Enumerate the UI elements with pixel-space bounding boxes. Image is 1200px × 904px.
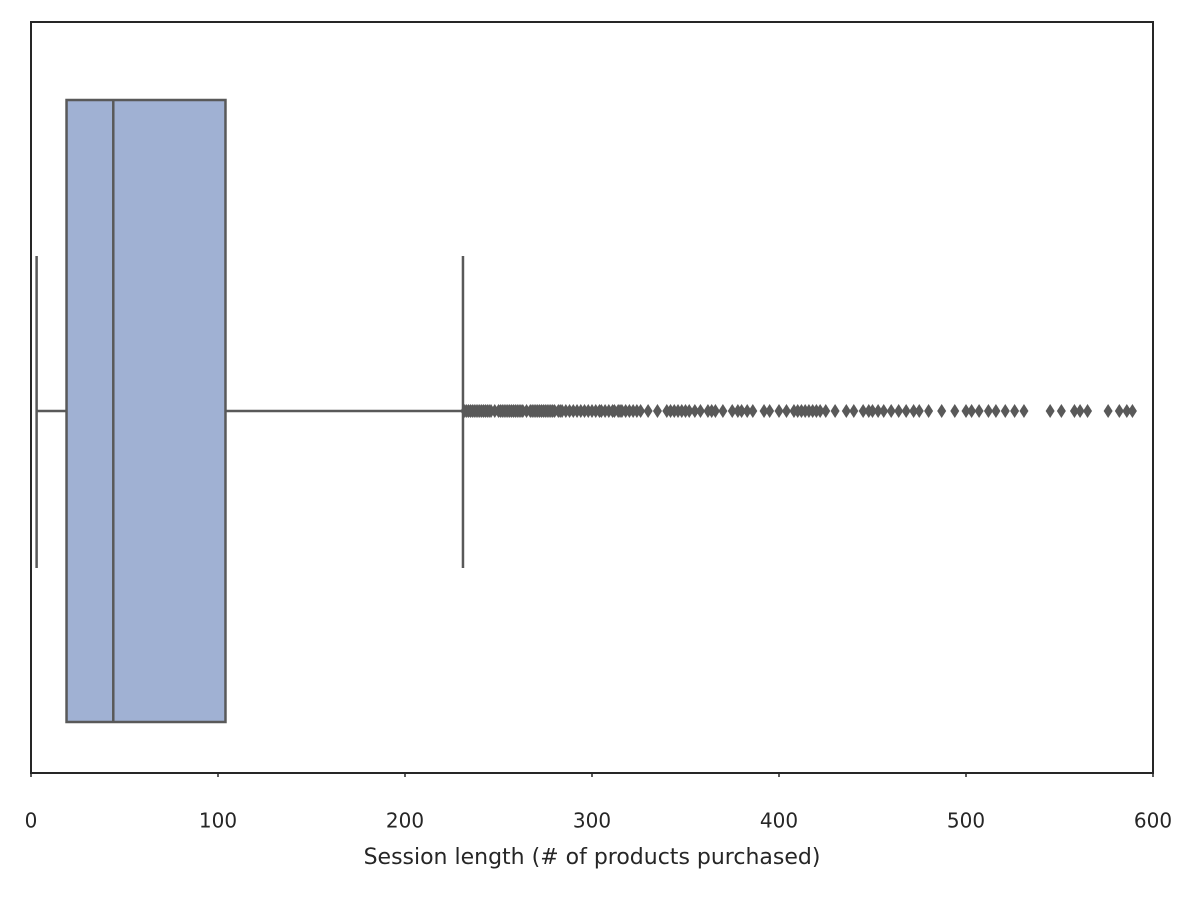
- outlier: [830, 404, 840, 418]
- x-tick-label: 400: [760, 809, 798, 833]
- outlier: [868, 404, 877, 418]
- outlier: [894, 404, 904, 418]
- outlier: [1010, 404, 1020, 418]
- outlier: [748, 404, 758, 418]
- outlier: [765, 404, 775, 418]
- outlier: [967, 404, 977, 418]
- outlier: [759, 404, 769, 418]
- outlier: [879, 404, 889, 418]
- outlier: [858, 404, 868, 418]
- x-tick-label: 600: [1134, 809, 1172, 833]
- outlier: [849, 404, 859, 418]
- x-tick-label: 200: [386, 809, 424, 833]
- outlier: [974, 404, 984, 418]
- x-axis-label: Session length (# of products purchased): [364, 845, 821, 870]
- outlier: [1075, 404, 1085, 418]
- outlier: [636, 404, 646, 418]
- x-tick-label: 100: [199, 809, 237, 833]
- outlier: [710, 404, 720, 418]
- box: [65, 98, 227, 724]
- outlier: [1000, 404, 1010, 418]
- x-tick-label: 0: [25, 809, 38, 833]
- outlier: [873, 404, 883, 418]
- outlier: [937, 404, 947, 418]
- outlier: [1114, 404, 1124, 418]
- outlier: [841, 404, 851, 418]
- x-tick-label: 500: [947, 809, 985, 833]
- outlier: [901, 404, 911, 418]
- outlier: [652, 404, 662, 418]
- x-tick-label: 300: [573, 809, 611, 833]
- outlier: [774, 404, 784, 418]
- outlier: [886, 404, 896, 418]
- outlier: [1056, 404, 1066, 418]
- outlier: [821, 404, 831, 418]
- outlier: [961, 404, 971, 418]
- outlier: [690, 404, 700, 418]
- outlier: [727, 404, 737, 418]
- outlier: [1069, 404, 1079, 418]
- outlier: [781, 404, 791, 418]
- outlier: [815, 404, 825, 418]
- outlier: [1019, 404, 1029, 418]
- outlier: [737, 404, 747, 418]
- outlier: [695, 404, 705, 418]
- outlier: [1083, 404, 1093, 418]
- outlier: [1127, 404, 1137, 418]
- outlier: [742, 404, 752, 418]
- outlier: [643, 404, 653, 418]
- outlier: [950, 404, 960, 418]
- outlier: [924, 404, 934, 418]
- outlier: [1045, 404, 1055, 418]
- outlier: [718, 404, 728, 418]
- outlier: [1103, 404, 1113, 418]
- outlier: [909, 404, 919, 418]
- outlier: [914, 404, 924, 418]
- outlier: [991, 404, 1001, 418]
- outlier: [983, 404, 993, 418]
- outlier: [1122, 404, 1132, 418]
- outlier: [684, 404, 694, 418]
